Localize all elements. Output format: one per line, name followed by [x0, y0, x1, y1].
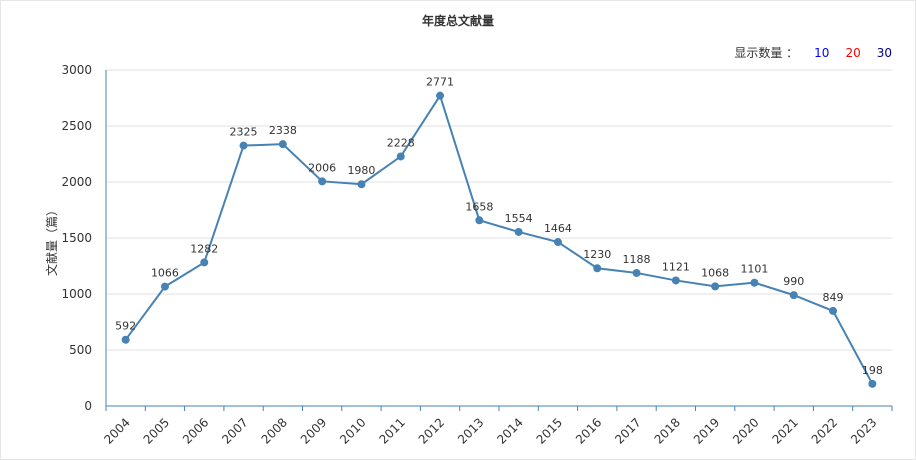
- x-tick-label: 2023: [848, 415, 879, 446]
- x-tick-label: 2009: [298, 415, 329, 446]
- x-tick-label: 2008: [259, 415, 290, 446]
- data-label: 2338: [269, 124, 297, 137]
- x-tick-label: 2005: [141, 415, 172, 446]
- data-point[interactable]: [278, 140, 287, 149]
- data-point[interactable]: [553, 238, 562, 247]
- x-tick-label: 2007: [219, 415, 250, 446]
- grid-lines: [106, 69, 892, 351]
- data-point[interactable]: [239, 141, 248, 150]
- data-label: 198: [862, 364, 883, 377]
- data-labels: 592 1066 1282 2325 2338 2006 1980 2228 2771 1658 1…: [115, 76, 883, 377]
- data-label: 2006: [308, 161, 336, 174]
- data-label: 990: [783, 275, 804, 288]
- series-line-layer: [121, 91, 877, 388]
- count-option-30[interactable]: 30: [876, 45, 892, 60]
- count-selector-label: 显示数量 ：: [734, 46, 799, 60]
- data-point[interactable]: [318, 177, 327, 186]
- data-point[interactable]: [711, 282, 720, 291]
- x-tick-label: 2010: [337, 415, 368, 446]
- data-point[interactable]: [750, 278, 759, 287]
- data-point[interactable]: [868, 379, 877, 388]
- data-label: 2325: [230, 126, 258, 139]
- data-point[interactable]: [396, 152, 405, 161]
- data-label: 1068: [701, 266, 729, 279]
- data-point[interactable]: [514, 227, 523, 236]
- y-tick-label: 500: [69, 343, 92, 357]
- x-tick-label: 2020: [730, 415, 761, 446]
- data-label: 1554: [505, 212, 533, 225]
- data-point[interactable]: [357, 180, 366, 189]
- y-tick-label: 0: [84, 399, 92, 413]
- y-tick-label: 1000: [61, 287, 92, 301]
- y-tick-label: 2500: [61, 119, 92, 133]
- data-label: 1282: [190, 242, 218, 255]
- data-point[interactable]: [121, 335, 130, 344]
- data-point[interactable]: [436, 91, 445, 100]
- x-tick-label: 2013: [455, 415, 486, 446]
- x-tick-label: 2018: [652, 415, 683, 446]
- data-label: 2771: [426, 76, 454, 89]
- x-tick-label: 2012: [416, 415, 447, 446]
- data-label: 2228: [387, 136, 415, 149]
- data-point[interactable]: [632, 268, 641, 277]
- x-tick-label: 2004: [101, 415, 132, 446]
- x-tick-label: 2006: [180, 415, 211, 446]
- data-label: 592: [115, 320, 136, 333]
- chart-title: 年度总文献量: [421, 14, 494, 28]
- data-label: 1101: [740, 263, 768, 276]
- count-option-10[interactable]: 10: [814, 45, 830, 60]
- data-point[interactable]: [593, 264, 602, 273]
- data-label: 1980: [347, 164, 375, 177]
- data-label: 1121: [662, 260, 690, 273]
- y-axis-label: 文献量（篇）: [44, 204, 59, 276]
- x-tick-label: 2011: [376, 415, 407, 446]
- x-tick-label: 2014: [494, 415, 525, 446]
- series-line: [124, 93, 874, 385]
- data-point[interactable]: [789, 291, 798, 300]
- x-tick-label: 2021: [769, 415, 800, 446]
- x-tick-label: 2017: [612, 415, 643, 446]
- x-tick-label: 2019: [691, 415, 722, 446]
- data-label: 1230: [583, 248, 611, 261]
- data-label: 1188: [623, 253, 651, 266]
- x-tick-label: 2022: [809, 415, 840, 446]
- data-label: 1658: [465, 200, 493, 213]
- data-point[interactable]: [829, 306, 838, 315]
- count-selector: 显示数量 ： 10 20 30: [734, 44, 892, 61]
- count-option-20[interactable]: 20: [845, 45, 861, 60]
- data-label: 1066: [151, 267, 179, 280]
- data-point[interactable]: [475, 216, 484, 225]
- y-tick-label: 1500: [61, 231, 92, 245]
- data-label: 1464: [544, 222, 572, 235]
- data-label: 849: [823, 291, 844, 304]
- y-tick-label: 2000: [61, 175, 92, 189]
- axes: 0 500 1000 1500 2000 2500 3000 2004 2005 2006 2007…: [61, 63, 893, 447]
- data-point[interactable]: [200, 258, 209, 267]
- x-tick-label: 2016: [573, 415, 604, 446]
- y-tick-label: 3000: [61, 63, 92, 77]
- data-point[interactable]: [671, 276, 680, 285]
- data-point[interactable]: [160, 282, 169, 291]
- x-tick-label: 2015: [534, 415, 565, 446]
